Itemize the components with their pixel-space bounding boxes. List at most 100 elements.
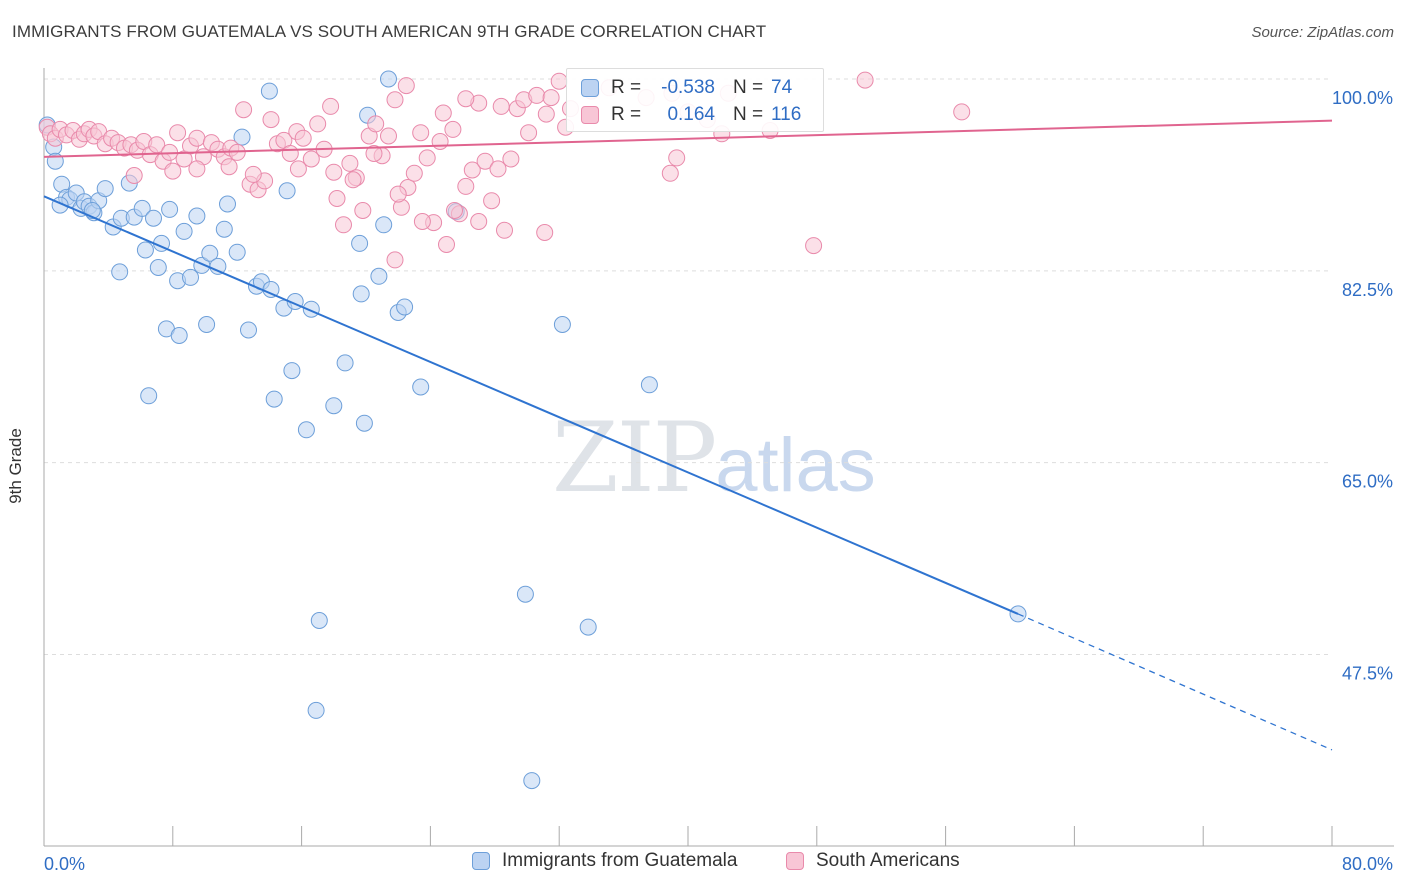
point-guatemala [553, 316, 571, 333]
point-south-americans [668, 149, 686, 167]
legend-label: Immigrants from Guatemala [502, 850, 738, 871]
y-tick-label: 47.5% [1342, 664, 1393, 684]
point-south-americans [341, 154, 359, 172]
point-south-americans [262, 111, 280, 129]
legend: Immigrants from Guatemala South American… [0, 850, 1406, 880]
legend-swatch-blue [472, 852, 490, 870]
point-south-americans [244, 165, 262, 183]
point-south-americans [344, 171, 362, 189]
point-guatemala [265, 390, 283, 408]
trendline-south-americans [43, 119, 1333, 158]
point-guatemala [201, 244, 219, 262]
point-guatemala [209, 257, 227, 275]
point-guatemala [219, 195, 236, 213]
stats-r-value: -0.538 [661, 77, 715, 98]
point-south-americans [537, 105, 555, 123]
legend-label: South Americans [816, 850, 960, 871]
point-south-americans [302, 150, 320, 168]
point-south-americans [354, 202, 372, 219]
point-guatemala [396, 298, 414, 316]
stats-swatch-pink [581, 106, 599, 124]
watermark: ZIPatlas [552, 402, 876, 514]
stats-n-value: 116 [771, 104, 802, 125]
point-guatemala [640, 376, 658, 394]
point-south-americans [550, 72, 568, 90]
point-south-americans [188, 129, 206, 147]
point-south-americans [502, 150, 520, 168]
point-guatemala [240, 321, 257, 339]
point-south-americans [536, 224, 554, 241]
point-guatemala [260, 82, 278, 100]
point-guatemala [233, 128, 251, 146]
point-guatemala [516, 585, 534, 603]
trendline-guatemala [43, 195, 1019, 615]
point-south-americans [496, 221, 513, 239]
point-south-americans [446, 202, 463, 219]
point-guatemala [182, 268, 199, 286]
point-south-americans [856, 71, 874, 89]
stats-n-label: N = [733, 77, 764, 98]
point-south-americans [294, 129, 312, 147]
point-guatemala [283, 362, 301, 380]
point-guatemala [380, 70, 397, 88]
point-south-americans [483, 192, 501, 210]
stats-r-label: R = [611, 77, 642, 98]
point-south-americans [188, 160, 206, 178]
point-south-americans [389, 185, 407, 203]
point-south-americans [397, 77, 415, 95]
point-guatemala [136, 241, 154, 259]
watermark-atlas: atlas [715, 423, 876, 508]
point-guatemala [145, 209, 162, 227]
point-guatemala [523, 772, 541, 790]
legend-item-south-americans[interactable]: South Americans [786, 850, 960, 872]
stats-r-value: 0.164 [667, 104, 715, 125]
point-south-americans [528, 86, 546, 104]
stats-swatch-blue [581, 79, 599, 97]
chart-title: IMMIGRANTS FROM GUATEMALA VS SOUTH AMERI… [12, 22, 767, 41]
point-south-americans [335, 216, 352, 234]
y-tick-label: 100.0% [1332, 88, 1393, 108]
stats-row-guatemala: R = -0.538 N = 74 [567, 73, 823, 101]
point-guatemala [375, 216, 393, 234]
point-guatemala [175, 222, 193, 240]
x-tick-label: 80.0% [1342, 854, 1393, 874]
point-guatemala [140, 387, 158, 405]
point-south-americans [489, 160, 507, 178]
point-guatemala [228, 243, 246, 261]
stats-n-value: 74 [771, 77, 793, 98]
point-south-americans [520, 124, 538, 142]
point-guatemala [170, 327, 188, 344]
point-guatemala [370, 267, 388, 285]
point-guatemala [351, 234, 369, 252]
x-tick-label: 0.0% [44, 854, 85, 874]
point-south-americans [289, 160, 307, 178]
point-guatemala [215, 220, 233, 238]
stats-r-label: R = [611, 104, 642, 125]
point-guatemala [336, 354, 354, 372]
point-guatemala [149, 259, 167, 276]
point-south-americans [380, 127, 397, 145]
point-south-americans [125, 167, 143, 184]
point-south-americans [492, 97, 510, 115]
stats-row-south-americans: R = 0.164 N = 116 [567, 100, 823, 128]
legend-swatch-pink [786, 852, 804, 870]
point-south-americans [463, 161, 481, 179]
point-south-americans [457, 90, 475, 108]
point-south-americans [164, 162, 182, 180]
trend-lines [43, 119, 1333, 751]
point-south-americans [235, 101, 253, 119]
point-guatemala [579, 618, 597, 636]
point-guatemala [278, 182, 296, 200]
y-tick-label: 82.5% [1342, 280, 1393, 300]
point-guatemala [188, 207, 206, 225]
point-south-americans [325, 163, 343, 181]
point-south-americans [386, 91, 404, 109]
legend-item-guatemala[interactable]: Immigrants from Guatemala [472, 850, 737, 872]
point-south-americans [309, 115, 327, 133]
tick-labels: 47.5% 65.0% 82.5% 100.0% 0.0% 80.0% [44, 88, 1393, 874]
point-guatemala [133, 199, 151, 217]
stats-n-label: N = [733, 104, 764, 125]
point-guatemala [352, 285, 370, 303]
point-south-americans [386, 251, 404, 269]
